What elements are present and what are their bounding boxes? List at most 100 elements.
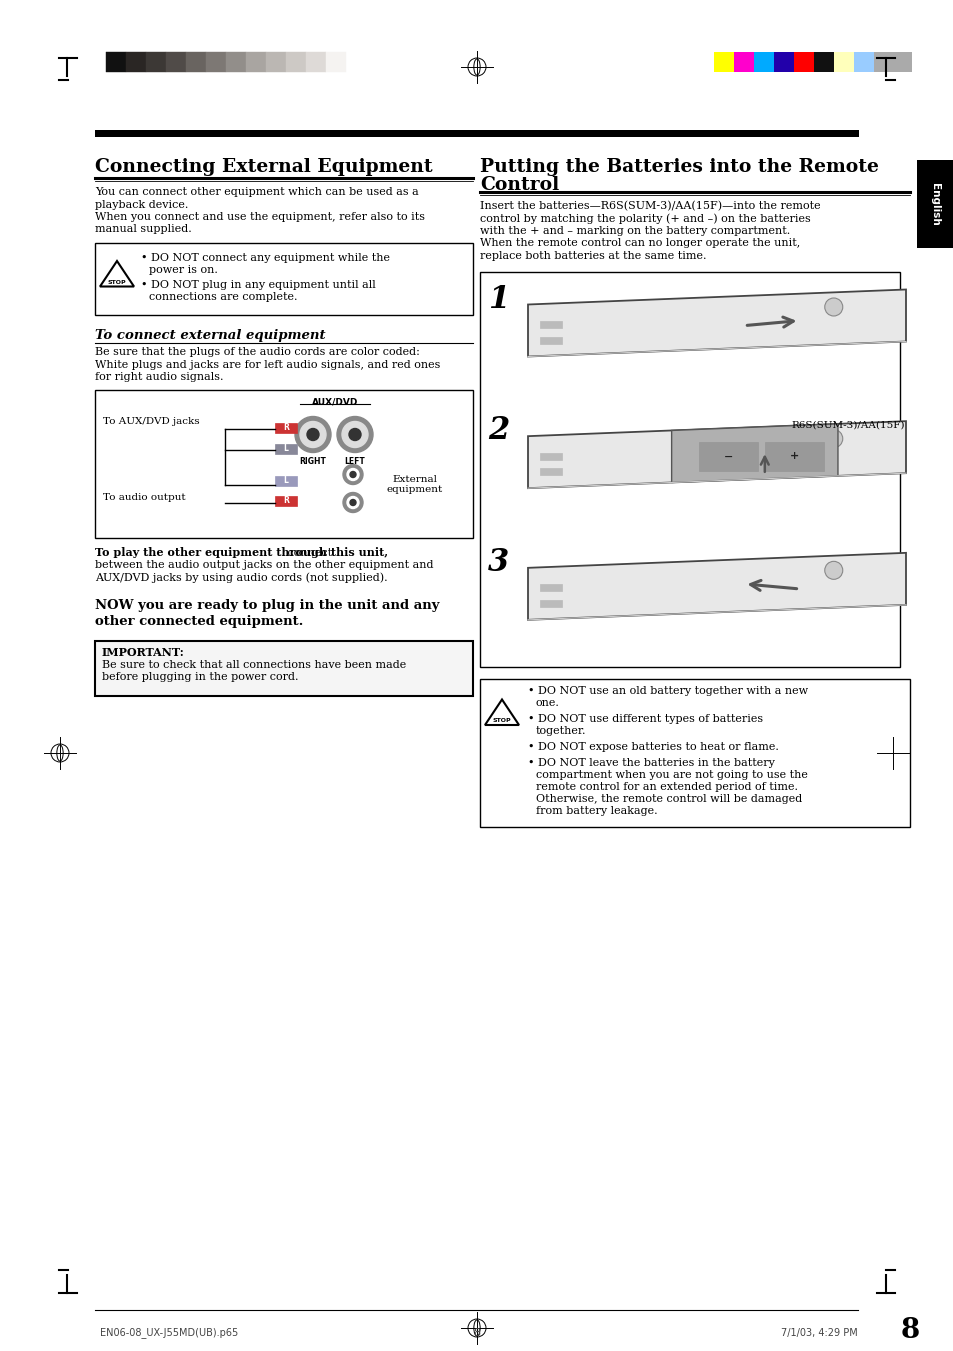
Text: AUX/DVD: AUX/DVD <box>312 397 357 407</box>
Bar <box>773 51 793 72</box>
Text: +: + <box>789 451 799 462</box>
FancyBboxPatch shape <box>479 272 899 666</box>
Bar <box>539 322 561 328</box>
Polygon shape <box>527 553 905 620</box>
Text: When you connect and use the equipment, refer also to its: When you connect and use the equipment, … <box>95 212 424 222</box>
Text: compartment when you are not going to use the: compartment when you are not going to us… <box>536 770 807 781</box>
Bar <box>95 130 858 136</box>
Text: R6S(SUM-3)/AA(15F): R6S(SUM-3)/AA(15F) <box>791 420 904 430</box>
Bar <box>753 51 773 72</box>
Text: 2: 2 <box>488 415 509 446</box>
Text: replace both batteries at the same time.: replace both batteries at the same time. <box>479 251 706 261</box>
Text: Putting the Batteries into the Remote: Putting the Batteries into the Remote <box>479 158 878 176</box>
Text: • DO NOT plug in any equipment until all: • DO NOT plug in any equipment until all <box>141 280 375 290</box>
Bar <box>539 600 561 607</box>
Bar <box>274 423 296 432</box>
Bar <box>226 51 246 72</box>
Bar <box>274 476 296 485</box>
Polygon shape <box>671 424 837 482</box>
Text: Otherwise, the remote control will be damaged: Otherwise, the remote control will be da… <box>536 794 801 804</box>
Text: • DO NOT leave the batteries in the battery: • DO NOT leave the batteries in the batt… <box>527 758 774 769</box>
Text: L: L <box>283 476 288 485</box>
Bar <box>326 51 346 72</box>
Text: English: English <box>929 182 940 226</box>
Text: power is on.: power is on. <box>149 265 217 276</box>
Bar <box>306 51 326 72</box>
Text: LEFT: LEFT <box>344 457 365 466</box>
Text: STOP: STOP <box>108 280 126 285</box>
Bar <box>539 336 561 343</box>
Circle shape <box>824 299 841 316</box>
Bar <box>539 453 561 459</box>
Bar <box>793 51 813 72</box>
Text: from battery leakage.: from battery leakage. <box>536 807 657 816</box>
Text: R: R <box>283 496 289 505</box>
Text: To play the other equipment through this unit,: To play the other equipment through this… <box>95 547 388 558</box>
Text: for right audio signals.: for right audio signals. <box>95 372 223 382</box>
Circle shape <box>824 561 841 580</box>
Text: Insert the batteries—R6S(SUM-3)/AA(15F)—into the remote: Insert the batteries—R6S(SUM-3)/AA(15F)—… <box>479 201 820 211</box>
Polygon shape <box>527 289 905 357</box>
Bar <box>266 51 286 72</box>
Text: −: − <box>722 451 732 462</box>
Text: • DO NOT use different types of batteries: • DO NOT use different types of batterie… <box>527 715 762 724</box>
Circle shape <box>299 422 326 447</box>
Bar <box>733 51 753 72</box>
Circle shape <box>350 500 355 505</box>
FancyBboxPatch shape <box>479 678 909 827</box>
Text: RIGHT: RIGHT <box>299 457 326 466</box>
Text: control by matching the polarity (+ and –) on the batteries: control by matching the polarity (+ and … <box>479 213 810 224</box>
Text: Be sure that the plugs of the audio cords are color coded:: Be sure that the plugs of the audio cord… <box>95 347 419 357</box>
Text: remote control for an extended period of time.: remote control for an extended period of… <box>536 782 797 793</box>
Polygon shape <box>527 422 905 488</box>
Text: • DO NOT connect any equipment while the: • DO NOT connect any equipment while the <box>141 253 390 263</box>
Bar <box>106 51 126 72</box>
Text: EN06-08_UX-J55MD(UB).p65: EN06-08_UX-J55MD(UB).p65 <box>100 1328 238 1339</box>
Circle shape <box>307 428 318 440</box>
Bar <box>166 51 186 72</box>
Text: IMPORTANT:: IMPORTANT: <box>102 647 185 658</box>
Bar <box>713 51 733 72</box>
Text: • DO NOT expose batteries to heat or flame.: • DO NOT expose batteries to heat or fla… <box>527 743 778 753</box>
Bar <box>916 159 953 249</box>
Text: • DO NOT use an old battery together with a new: • DO NOT use an old battery together wit… <box>527 686 807 697</box>
Text: 8: 8 <box>473 1328 480 1337</box>
Circle shape <box>347 469 358 481</box>
Text: other connected equipment.: other connected equipment. <box>95 615 303 628</box>
Bar <box>853 51 873 72</box>
Bar <box>698 442 757 470</box>
Text: STOP: STOP <box>492 717 511 723</box>
Text: manual supplied.: manual supplied. <box>95 224 192 235</box>
FancyBboxPatch shape <box>95 389 473 538</box>
Text: before plugging in the power cord.: before plugging in the power cord. <box>102 671 298 682</box>
Bar <box>274 443 296 454</box>
FancyBboxPatch shape <box>95 640 473 696</box>
Text: one.: one. <box>536 698 559 708</box>
Bar <box>873 51 911 72</box>
Circle shape <box>343 465 363 485</box>
Bar <box>206 51 226 72</box>
Text: together.: together. <box>536 727 586 736</box>
Text: AUX/DVD jacks by using audio cords (not supplied).: AUX/DVD jacks by using audio cords (not … <box>95 573 387 584</box>
Text: 1: 1 <box>488 284 509 315</box>
Text: playback device.: playback device. <box>95 200 188 209</box>
Bar <box>539 469 561 476</box>
Circle shape <box>341 422 368 447</box>
Bar <box>286 51 306 72</box>
Text: with the + and – marking on the battery compartment.: with the + and – marking on the battery … <box>479 226 789 236</box>
Circle shape <box>347 497 358 508</box>
Text: between the audio output jacks on the other equipment and: between the audio output jacks on the ot… <box>95 561 433 570</box>
Text: connect: connect <box>283 547 332 558</box>
Bar <box>186 51 206 72</box>
Text: Be sure to check that all connections have been made: Be sure to check that all connections ha… <box>102 661 406 670</box>
Text: connections are complete.: connections are complete. <box>149 292 297 303</box>
Bar <box>764 442 823 470</box>
Text: 7/1/03, 4:29 PM: 7/1/03, 4:29 PM <box>781 1328 857 1337</box>
Text: L: L <box>283 444 288 453</box>
Text: External
equipment: External equipment <box>387 474 442 494</box>
Circle shape <box>824 430 841 447</box>
Bar <box>146 51 166 72</box>
Bar <box>274 496 296 505</box>
Text: 8: 8 <box>900 1316 919 1343</box>
Bar <box>833 51 853 72</box>
